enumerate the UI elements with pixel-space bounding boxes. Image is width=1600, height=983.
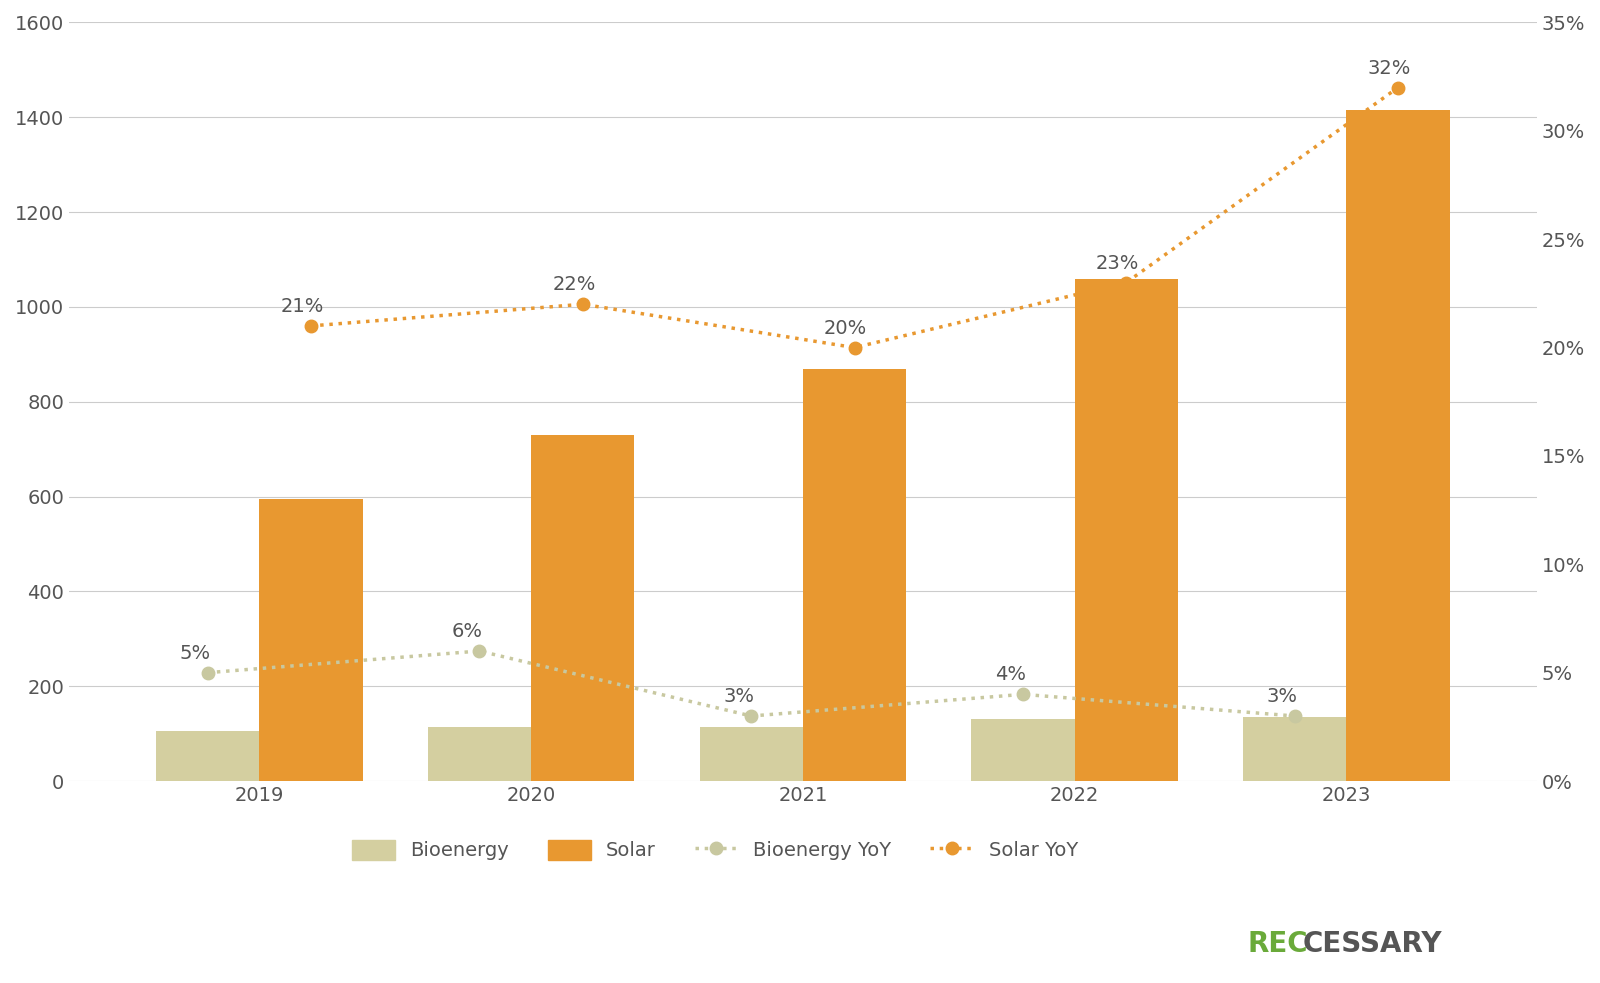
Text: 3%: 3% xyxy=(723,687,755,706)
Text: 22%: 22% xyxy=(552,275,595,294)
Text: 5%: 5% xyxy=(179,644,211,663)
Text: 23%: 23% xyxy=(1096,254,1139,272)
Bar xyxy=(531,434,634,781)
Text: 6%: 6% xyxy=(451,622,483,641)
Bar xyxy=(971,720,1075,781)
Text: 3%: 3% xyxy=(1267,687,1298,706)
Bar xyxy=(259,499,363,781)
Bar xyxy=(1243,717,1347,781)
Text: CESSARY: CESSARY xyxy=(1302,931,1442,958)
Legend: Bioenergy, Solar, Bioenergy YoY, Solar YoY: Bioenergy, Solar, Bioenergy YoY, Solar Y… xyxy=(342,830,1088,870)
Bar xyxy=(699,726,803,781)
Bar xyxy=(427,726,531,781)
Bar xyxy=(803,369,906,781)
Text: 32%: 32% xyxy=(1368,59,1411,78)
Text: REC: REC xyxy=(1248,931,1309,958)
Bar xyxy=(157,731,259,781)
Bar xyxy=(1347,110,1450,781)
Text: 4%: 4% xyxy=(995,665,1026,684)
Bar xyxy=(1075,278,1178,781)
Text: 20%: 20% xyxy=(824,318,867,338)
Text: 21%: 21% xyxy=(280,297,323,316)
